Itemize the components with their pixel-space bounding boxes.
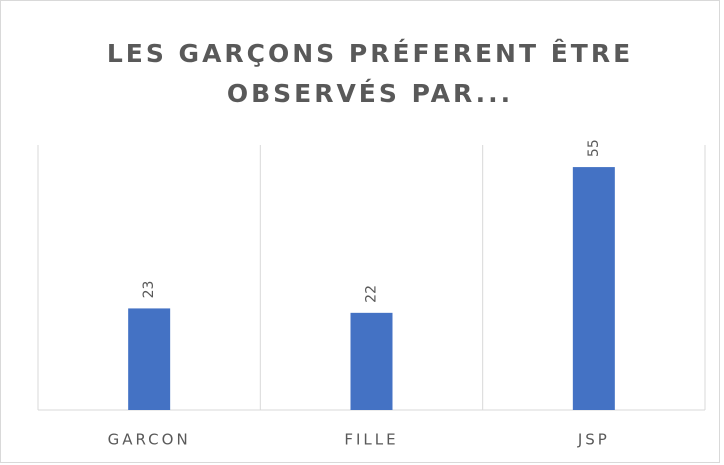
data-label: 22 [364,285,380,303]
bar [572,167,615,410]
x-tick-label: GARCON [108,431,191,449]
bar [350,312,393,410]
x-tick-label: FILLE [344,431,398,449]
x-tick-label: JSP [577,431,610,449]
data-label: 23 [141,281,157,299]
data-label: 55 [586,139,602,157]
chart-title: LES GARÇONS PRÉFERENT ÊTRE [107,39,633,68]
chart-title: OBSERVÉS PAR... [227,79,513,108]
bar [128,308,171,410]
